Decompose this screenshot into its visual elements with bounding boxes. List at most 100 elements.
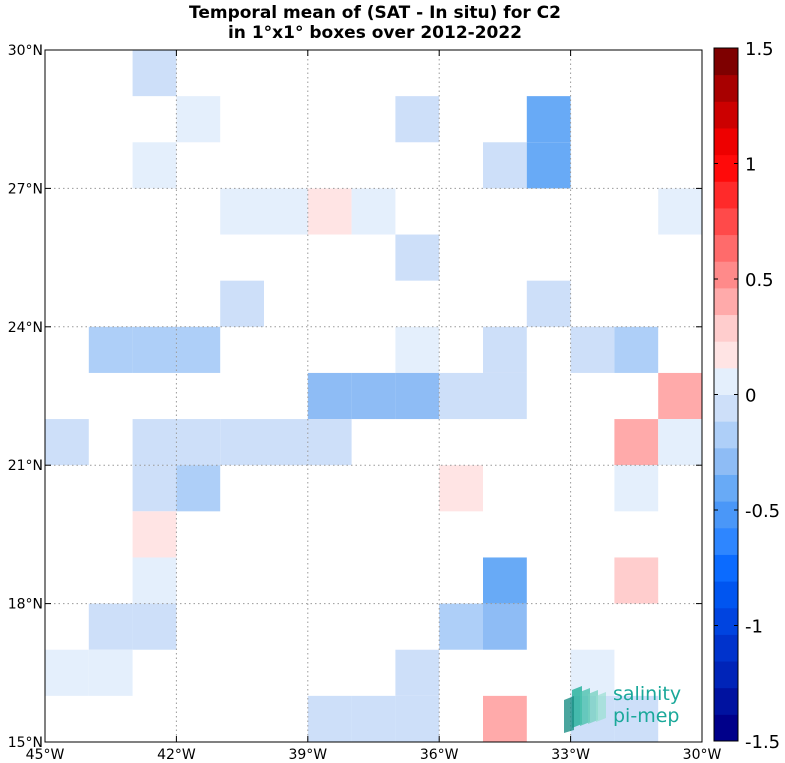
heatmap-cell	[88, 326, 133, 373]
colorbar-tick-label: 0	[745, 386, 756, 407]
colorbar-segment	[714, 154, 738, 182]
colorbar-tick-label: 1	[745, 155, 756, 176]
colorbar-segment	[714, 287, 738, 316]
colorbar-segment	[714, 634, 738, 662]
heatmap-cell	[132, 326, 177, 373]
heatmap-cell	[132, 511, 177, 558]
heatmap-cell	[307, 372, 352, 420]
x-tick-label: 39°W	[288, 747, 327, 763]
heatmap-cell	[439, 603, 483, 650]
y-tick-label: 30°N	[8, 43, 43, 59]
heatmap-cell	[132, 50, 177, 97]
colorbar-segment	[714, 367, 738, 395]
colorbar-segment	[714, 527, 738, 555]
heatmap-cell	[132, 465, 177, 512]
salinity-pimep-logo: salinity pi-mep	[564, 683, 681, 733]
heatmap-cell	[351, 188, 396, 235]
colorbar-tick-label: -1.5	[745, 732, 780, 753]
colorbar-segment	[714, 127, 738, 156]
colorbar-segment	[714, 181, 738, 209]
heatmap-cell	[483, 372, 527, 420]
heatmap-cell	[395, 96, 440, 143]
heatmap-cell	[220, 419, 264, 466]
colorbar-tick-label: -1	[745, 617, 763, 638]
heatmap-cell	[483, 695, 527, 742]
heatmap-cell	[45, 419, 89, 466]
heatmap-cell	[220, 188, 264, 235]
heatmap-cell	[439, 465, 483, 512]
colorbar-segment	[714, 581, 738, 609]
heatmap-cell	[132, 142, 177, 189]
colorbar-segment	[714, 341, 738, 369]
heatmap-cell	[614, 419, 659, 466]
colorbar-segment	[714, 234, 738, 262]
heatmap-cell	[658, 188, 702, 235]
heatmap-cell	[264, 188, 308, 235]
heatmap-cell	[176, 326, 221, 373]
x-tick-label: 45°W	[26, 747, 65, 763]
colorbar-segment	[714, 394, 738, 422]
y-tick-label: 18°N	[8, 597, 43, 613]
heatmap-cell	[132, 419, 177, 466]
heatmap-cell	[395, 234, 440, 281]
heatmap-cell	[307, 419, 352, 466]
y-tick-label: 27°N	[8, 181, 43, 197]
heatmap-cell	[614, 557, 659, 604]
colorbar-ticks: 1.5 1 0.5 0 -0.5 -1 -1.5	[714, 39, 780, 753]
colorbar-segment	[714, 607, 738, 635]
colorbar-segment	[714, 261, 738, 289]
heatmap-cell	[483, 557, 527, 604]
heatmap-cell	[176, 419, 221, 466]
colorbar-segment	[714, 661, 738, 689]
heatmap-cell	[614, 465, 659, 512]
heatmap-cell	[483, 142, 527, 189]
colorbar-segment	[714, 74, 738, 102]
heatmap-cell	[307, 188, 352, 235]
y-tick-label: 24°N	[8, 320, 43, 336]
heatmap-cell	[176, 465, 221, 512]
heatmap-cell	[526, 280, 571, 327]
heatmap-cell	[395, 372, 440, 420]
heatmap-cell	[45, 649, 89, 696]
logo-text-line-1: salinity	[613, 683, 681, 705]
heatmap-cell	[351, 695, 396, 742]
x-tick-label: 30°W	[683, 747, 722, 763]
heatmap-cell	[264, 419, 308, 466]
colorbar-segment	[714, 48, 738, 76]
heatmap-cell	[132, 557, 177, 604]
heatmap-cell	[658, 419, 702, 466]
x-tick-label: 33°W	[551, 747, 590, 763]
heatmap-cell	[176, 96, 221, 143]
heatmap-cell	[395, 649, 440, 696]
colorbar	[714, 48, 738, 742]
heatmap-cell	[483, 603, 527, 650]
heatmap-cell	[483, 326, 527, 373]
heatmap-cell	[526, 96, 571, 143]
colorbar-tick-label: 1.5	[745, 39, 774, 60]
y-tick-label: 21°N	[8, 458, 43, 474]
heatmap-cell	[132, 603, 177, 650]
heatmap-cell	[439, 372, 483, 420]
heatmap-cell	[526, 142, 571, 189]
colorbar-tick-label: 0.5	[745, 270, 774, 291]
y-tick-label: 15°N	[8, 735, 43, 751]
heatmap-cell	[614, 326, 659, 373]
colorbar-segment	[714, 554, 738, 582]
x-tick-label: 42°W	[157, 747, 196, 763]
heatmap-cell	[351, 372, 396, 420]
colorbar-tick-label: -0.5	[745, 501, 780, 522]
heatmap-cell	[395, 695, 440, 742]
colorbar-segment	[714, 101, 738, 129]
heatmap-cell	[395, 326, 440, 373]
colorbar-segment	[714, 687, 738, 715]
axis-ticks: 45°W 42°W 39°W 36°W 33°W 30°W 15°N 18°N 21°N 24°N…	[8, 43, 722, 763]
colorbar-segment	[714, 714, 738, 742]
colorbar-segment	[714, 421, 738, 449]
colorbar-segment	[714, 447, 738, 475]
grid-layer	[45, 50, 702, 742]
heatmap-cell	[614, 695, 659, 742]
heatmap-cell	[220, 280, 264, 327]
heatmap-cell	[570, 326, 615, 373]
colorbar-segment	[714, 314, 738, 342]
